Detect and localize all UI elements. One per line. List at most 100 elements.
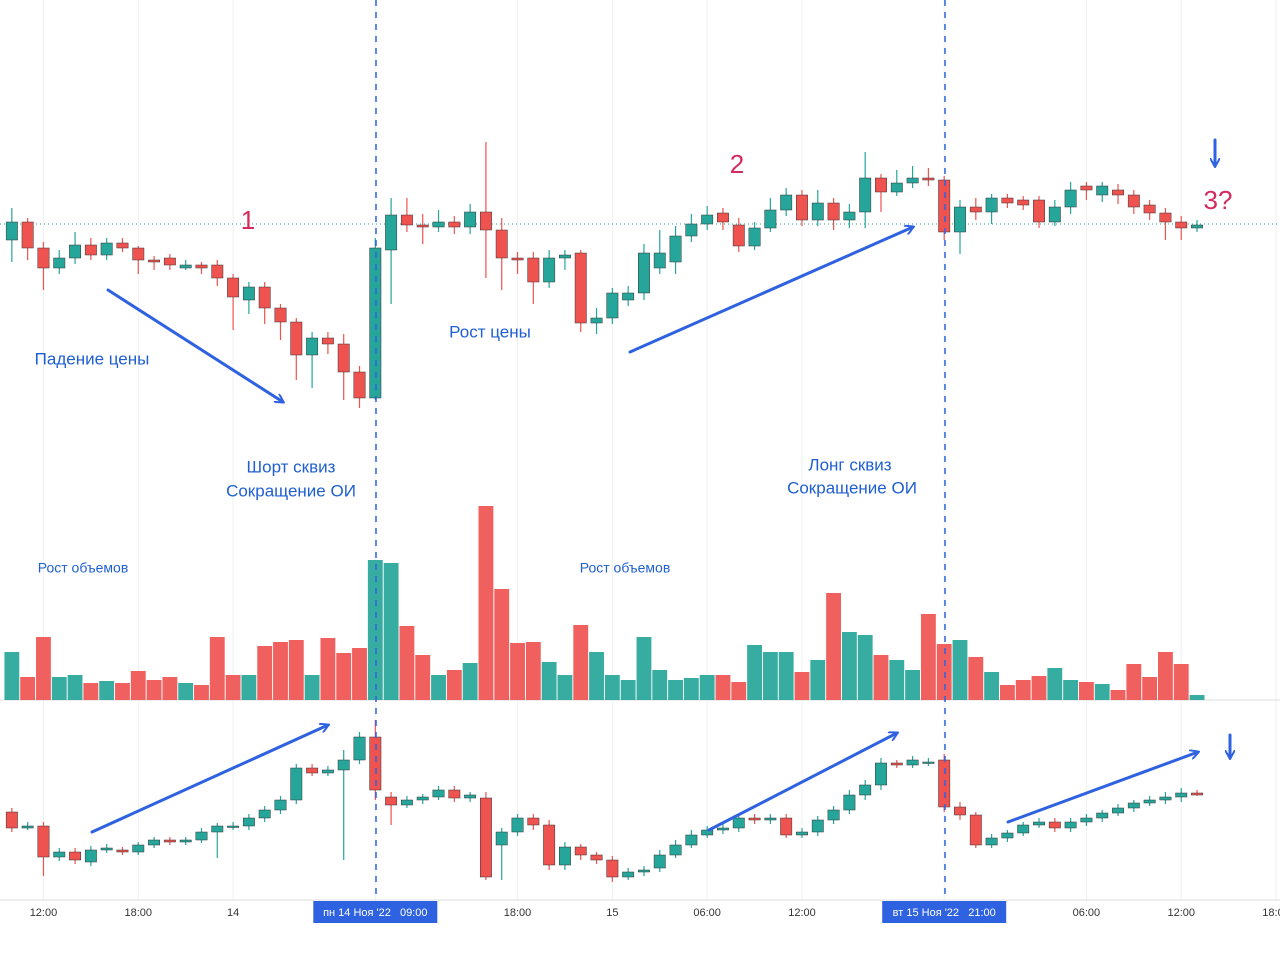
candle-body	[432, 221, 445, 228]
candle-body	[669, 235, 682, 263]
candle-body	[796, 194, 808, 221]
candle-body	[479, 211, 492, 231]
volume-bar	[952, 640, 968, 700]
x-tick-label: 12:00	[1167, 907, 1195, 919]
x-axis: 12:00 18:00 14 пн 14 Ноя '22 09:00 18:00 15 06…	[30, 901, 1280, 923]
crosshair-label: пн 14 Ноя '22 09:00	[323, 907, 427, 919]
candle-body	[906, 177, 919, 184]
candle-body	[827, 809, 840, 821]
candle-body	[1080, 185, 1093, 191]
volume-bar	[810, 660, 826, 700]
candle-body	[922, 761, 935, 764]
candle-body	[796, 831, 808, 836]
volume-bar	[620, 680, 636, 700]
candle-body	[84, 244, 97, 256]
volume-bar	[336, 653, 352, 700]
volume-bar	[146, 680, 162, 700]
candle-body	[890, 182, 903, 193]
volume-bar	[446, 670, 462, 700]
candle-body	[148, 259, 161, 263]
candle-body	[558, 254, 571, 259]
candle-body	[416, 224, 429, 228]
x-tick-label: 14	[227, 907, 239, 919]
candle-body	[21, 825, 34, 829]
candle-body	[1096, 812, 1109, 819]
candle-body	[1080, 817, 1093, 823]
candle-body	[195, 831, 208, 841]
volume-bar	[1110, 690, 1126, 700]
candle-body	[306, 337, 319, 356]
volume-bar	[889, 660, 905, 700]
volume-bar	[589, 652, 604, 700]
volume-bar	[984, 672, 1000, 700]
candle-body	[464, 794, 477, 799]
volume-bar	[162, 677, 178, 700]
candle-body	[922, 177, 935, 181]
candle-body	[179, 264, 192, 269]
candle-body	[701, 214, 714, 225]
candle-body	[116, 849, 129, 853]
candle-body	[638, 252, 650, 294]
candle-body	[574, 846, 587, 856]
candle-body	[385, 214, 398, 251]
candle-body	[464, 211, 477, 228]
annotation: Рост объемов	[580, 560, 671, 576]
annotation: 3?	[1204, 185, 1233, 215]
volume-bar	[968, 657, 984, 700]
volume-bar	[51, 677, 67, 700]
candle-body	[985, 197, 998, 213]
candle-body	[400, 799, 413, 806]
candle-body	[827, 202, 840, 221]
marks	[4, 142, 1205, 882]
candle-body	[574, 252, 587, 324]
candle-body	[321, 337, 334, 345]
candle-body	[843, 794, 856, 811]
volume-bar	[478, 506, 494, 700]
volume-bar	[731, 682, 747, 700]
volume-bar	[399, 626, 415, 700]
candle-body	[875, 762, 887, 786]
candle-body	[321, 769, 334, 774]
x-tick-label: 12:00	[30, 907, 58, 919]
candle-body	[732, 224, 745, 247]
candle-body	[669, 844, 682, 856]
candle-body	[211, 264, 224, 279]
volume-bar	[1031, 676, 1047, 700]
candle-body	[5, 221, 18, 241]
annotation: Лонг сквиз	[808, 455, 891, 474]
volume-bar	[1094, 684, 1110, 700]
volume-bar	[209, 637, 225, 700]
volume-bar	[494, 589, 510, 700]
volume-bar	[699, 675, 715, 700]
annotation: Рост цены	[449, 322, 531, 341]
crosshair-label-bg	[313, 901, 438, 923]
volume-bar	[604, 675, 620, 700]
x-tick-label: 06:00	[693, 907, 721, 919]
volume-bar	[936, 644, 952, 700]
candle-body	[242, 817, 255, 827]
candle-body	[479, 797, 492, 878]
volume-bar	[715, 675, 731, 700]
crosshair-label: вт 15 Ноя '22 21:00	[893, 907, 996, 919]
candle-body	[495, 229, 508, 259]
candle-body	[606, 292, 619, 319]
candle-body	[21, 221, 34, 249]
volume-bar	[130, 671, 146, 700]
volume-bar	[541, 662, 557, 700]
volume-bar	[36, 637, 51, 700]
candle-body	[969, 206, 982, 213]
volume-bar	[83, 683, 99, 700]
candle-body	[195, 264, 208, 269]
candle-body	[780, 194, 793, 211]
candle-body	[622, 871, 635, 878]
candle-body	[1048, 821, 1061, 829]
volume-bar	[778, 652, 794, 700]
candle-body	[37, 825, 50, 858]
volume-bar	[415, 655, 431, 700]
volume-bar	[857, 635, 873, 700]
volume-bar	[1189, 695, 1205, 700]
volume-bar	[841, 632, 857, 700]
candle-body	[448, 789, 461, 799]
volume-bar	[668, 680, 683, 700]
